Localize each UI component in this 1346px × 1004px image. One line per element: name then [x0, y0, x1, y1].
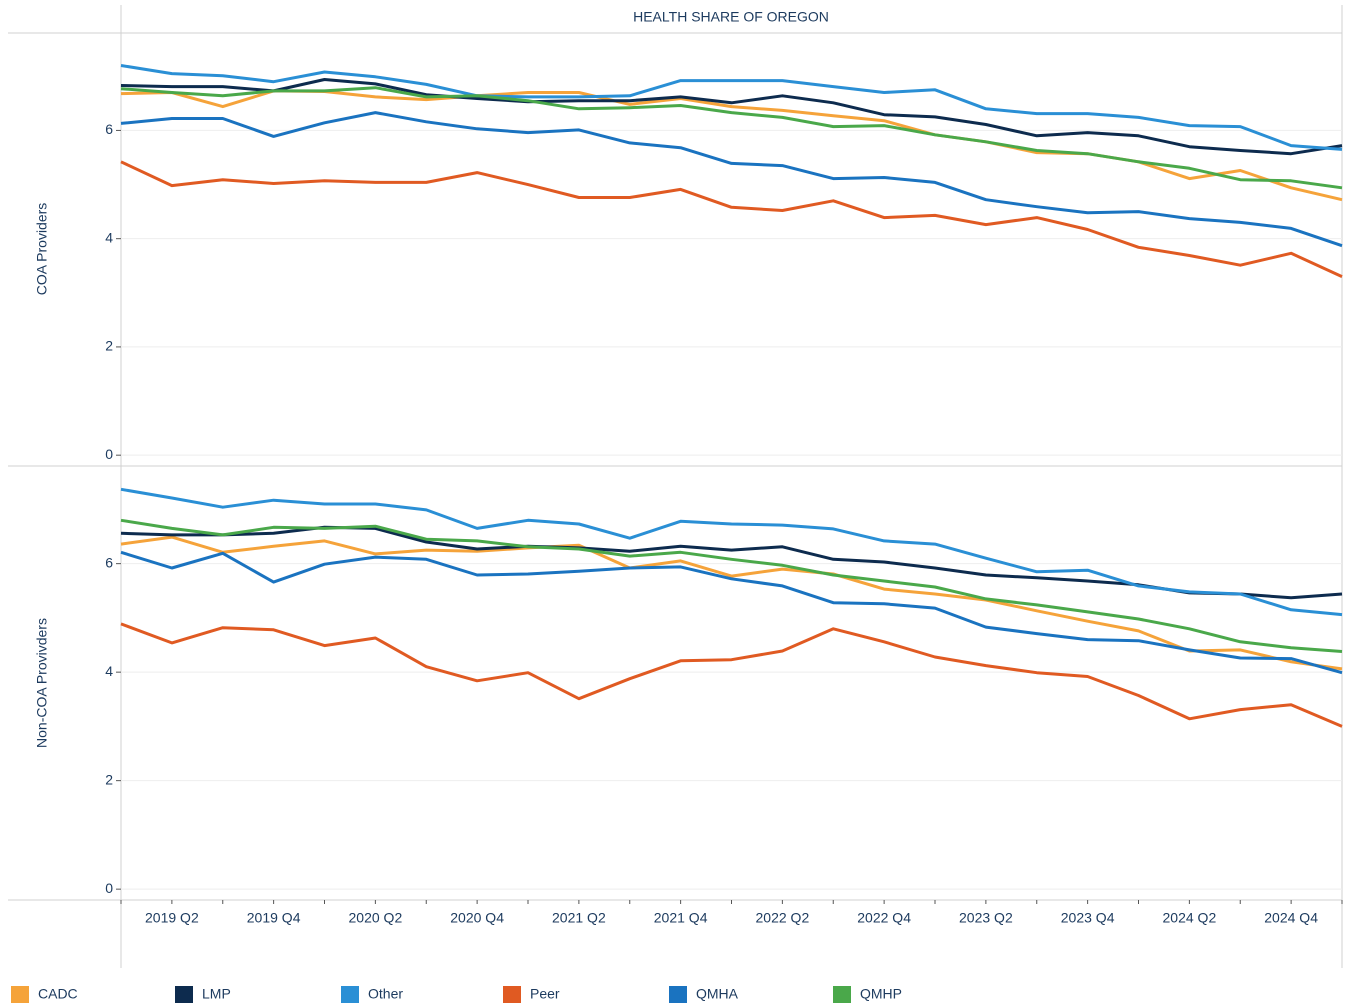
y-tick-label: 4	[105, 663, 113, 679]
legend-swatch	[11, 986, 29, 1003]
legend-label: QMHA	[696, 986, 739, 1002]
legend-swatch	[669, 986, 687, 1003]
x-tick-label: 2023 Q2	[959, 910, 1013, 926]
series-line	[120, 550, 1343, 675]
series-line	[120, 518, 1343, 653]
x-tick-label: 2021 Q4	[654, 910, 708, 926]
y-axis-label: COA Providers	[34, 203, 50, 296]
x-tick-label: 2024 Q2	[1163, 910, 1217, 926]
x-tick-label: 2020 Q2	[349, 910, 403, 926]
x-tick-label: 2022 Q4	[857, 910, 911, 926]
chart-title: HEALTH SHARE OF OREGON	[633, 9, 829, 25]
x-tick-label: 2020 Q4	[450, 910, 504, 926]
legend-label: Other	[368, 986, 403, 1002]
series-line	[120, 160, 1343, 278]
series-line	[120, 535, 1343, 671]
x-tick-label: 2024 Q4	[1264, 910, 1318, 926]
y-tick-label: 4	[105, 229, 113, 245]
y-tick-label: 2	[105, 338, 113, 354]
x-tick-label: 2019 Q2	[145, 910, 199, 926]
series-line	[120, 622, 1343, 728]
legend-swatch	[175, 986, 193, 1003]
legend-label: QMHP	[860, 986, 902, 1002]
legend-label: LMP	[202, 986, 231, 1002]
series-line	[120, 86, 1343, 190]
y-tick-label: 6	[105, 554, 113, 570]
y-tick-label: 2	[105, 771, 113, 787]
series-line	[120, 64, 1343, 151]
legend-swatch	[833, 986, 851, 1003]
x-tick-label: 2022 Q2	[756, 910, 810, 926]
y-tick-label: 6	[105, 121, 113, 137]
legend-label: Peer	[530, 986, 560, 1002]
series-line	[120, 111, 1343, 248]
series-line	[120, 78, 1343, 156]
series-line	[120, 487, 1343, 617]
x-tick-label: 2023 Q4	[1061, 910, 1115, 926]
legend-label: CADC	[38, 986, 78, 1002]
legend-swatch	[503, 986, 521, 1003]
y-tick-label: 0	[105, 880, 113, 896]
x-tick-label: 2021 Q2	[552, 910, 606, 926]
legend-swatch	[341, 986, 359, 1003]
y-axis-label: Non-COA Provivders	[34, 618, 50, 748]
y-tick-label: 0	[105, 446, 113, 462]
x-tick-label: 2019 Q4	[247, 910, 301, 926]
